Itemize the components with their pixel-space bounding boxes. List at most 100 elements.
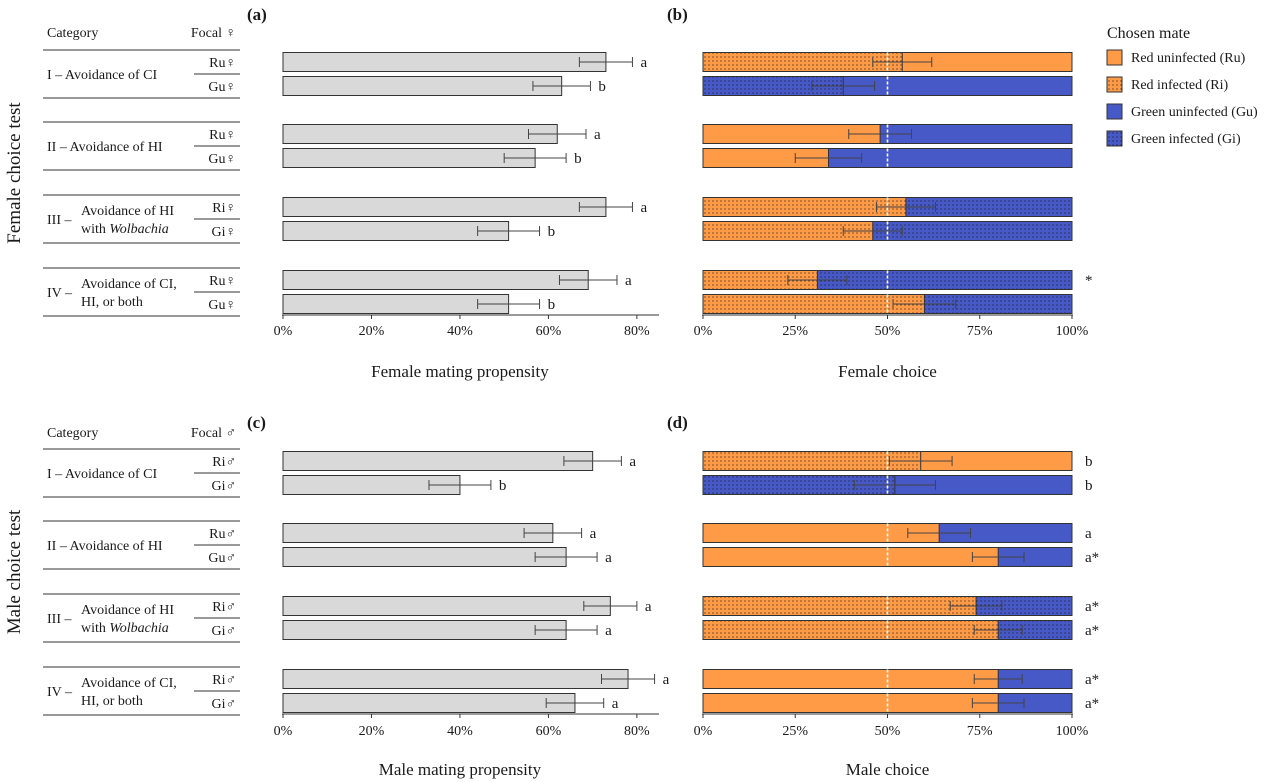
legend-swatch	[1106, 76, 1123, 93]
propensity-bar	[282, 124, 558, 144]
choice-segment	[703, 475, 895, 495]
choice-segment	[703, 294, 925, 314]
focal-label: Gu♂	[208, 551, 236, 566]
choice-segment	[703, 221, 873, 241]
propensity-bar	[282, 197, 607, 217]
legend: Chosen mate Red uninfected (Ru) Red infect…	[1106, 25, 1258, 147]
x-tick-label: 75%	[967, 724, 993, 739]
panel-c: (c) 0% 20% 40% 60% 80% Male mating propensity a…	[247, 413, 670, 779]
propensity-bar	[282, 52, 607, 72]
category-label-line2: HI, or both	[81, 694, 143, 709]
panel-label: (c)	[247, 413, 266, 432]
choice-segment	[703, 197, 906, 217]
panel-b: (b) 0% 25% 50% 75% 100% Female choice *	[667, 5, 1093, 381]
choice-segment	[924, 294, 1072, 314]
category-label: I – Avoidance of CI	[47, 467, 157, 482]
choice-segment	[998, 693, 1072, 713]
x-tick-label: 50%	[875, 724, 901, 739]
significance-letter: a	[645, 599, 652, 615]
focal-label: Ri♂	[212, 455, 236, 470]
propensity-bar	[282, 523, 554, 543]
significance-letter: a	[590, 526, 597, 542]
category-label: Avoidance of HI	[81, 603, 174, 618]
x-axis-title: Male mating propensity	[379, 760, 542, 779]
choice-segment	[817, 270, 1072, 290]
significance-letter: a	[625, 273, 632, 289]
x-tick-label: 0%	[694, 324, 713, 339]
choice-segment	[703, 523, 940, 543]
significance-letter: a	[629, 454, 636, 470]
choice-segment	[998, 547, 1072, 567]
propensity-bar	[282, 148, 536, 168]
x-tick-label: 20%	[359, 324, 385, 339]
focal-label: Ri♂	[212, 673, 236, 688]
legend-label: Green uninfected (Gu)	[1131, 105, 1258, 120]
table-header-category: Category	[47, 426, 98, 441]
significance-letter: a	[640, 200, 647, 216]
category-prefix: III –	[47, 213, 72, 228]
x-axis-title: Male choice	[846, 760, 930, 779]
choice-segment	[872, 221, 1072, 241]
category-prefix: III –	[47, 612, 72, 627]
category-label-line2: with Wolbachia	[81, 222, 169, 237]
propensity-bar	[282, 221, 510, 241]
category-label-line2-text: HI, or both	[81, 295, 143, 310]
x-tick-label: 80%	[624, 324, 650, 339]
category-prefix: IV –	[47, 286, 73, 301]
category-label: Avoidance of CI,	[81, 277, 177, 292]
choice-segment	[703, 547, 999, 567]
propensity-bar	[282, 547, 567, 567]
category-tables: Category Focal ♀ I – Avoidance of CI Ru♀ Gu♀…	[43, 26, 240, 716]
choice-segment	[703, 693, 999, 713]
table-header-focal: Focal ♀	[191, 26, 236, 41]
category-label-line2-text: HI, or both	[81, 694, 143, 709]
x-tick-label: 25%	[782, 324, 808, 339]
focal-label: Gi♂	[212, 697, 237, 712]
legend-swatch	[1106, 103, 1123, 120]
legend-swatch	[1106, 49, 1123, 66]
choice-segment	[902, 52, 1072, 72]
category-table-male: Category Focal ♂ I – Avoidance of CI Ri♂ Gi♂…	[43, 426, 240, 716]
significance-letter: *	[1085, 273, 1093, 289]
propensity-bar	[282, 669, 629, 689]
side-labels: Female choice test Male choice test	[4, 102, 25, 635]
category-label-line2-text: with	[81, 621, 109, 636]
panel-label: (a)	[247, 5, 267, 24]
significance-letter: b	[574, 151, 582, 167]
category-table-female: Category Focal ♀ I – Avoidance of CI Ru♀ Gu♀…	[43, 26, 240, 317]
x-tick-label: 40%	[447, 724, 473, 739]
propensity-bar	[282, 294, 510, 314]
category-label-line2-text: with	[81, 222, 109, 237]
significance-letter: a	[663, 672, 670, 688]
choice-segment	[703, 270, 818, 290]
significance-letter: a*	[1085, 672, 1099, 688]
choice-segment	[998, 669, 1072, 689]
choice-segment	[703, 596, 977, 616]
table-header-focal: Focal ♂	[191, 426, 236, 441]
choice-segment	[905, 197, 1072, 217]
legend-title: Chosen mate	[1107, 25, 1190, 42]
x-tick-label: 50%	[875, 324, 901, 339]
focal-label: Gi♀	[212, 225, 237, 240]
choice-segment	[828, 148, 1072, 168]
choice-segment	[920, 451, 1072, 471]
focal-label: Gu♀	[208, 80, 236, 95]
propensity-bar	[282, 76, 563, 96]
significance-letter: a*	[1085, 696, 1099, 712]
choice-segment	[703, 620, 999, 640]
x-tick-label: 0%	[274, 324, 293, 339]
propensity-bar	[282, 596, 611, 616]
significance-letter: a*	[1085, 623, 1099, 639]
category-label: I – Avoidance of CI	[47, 68, 157, 83]
x-tick-label: 20%	[359, 724, 385, 739]
choice-segment	[703, 148, 829, 168]
focal-label: Ru♀	[209, 128, 236, 143]
table-header-category: Category	[47, 26, 98, 41]
category-label: Avoidance of HI	[81, 204, 174, 219]
panel-a: (a) 0% 20% 40% 60% 80% Female mating propensit…	[247, 5, 659, 381]
x-tick-label: 0%	[274, 724, 293, 739]
significance-letter: a	[1085, 526, 1092, 542]
choice-segment	[894, 475, 1072, 495]
choice-segment	[843, 76, 1072, 96]
